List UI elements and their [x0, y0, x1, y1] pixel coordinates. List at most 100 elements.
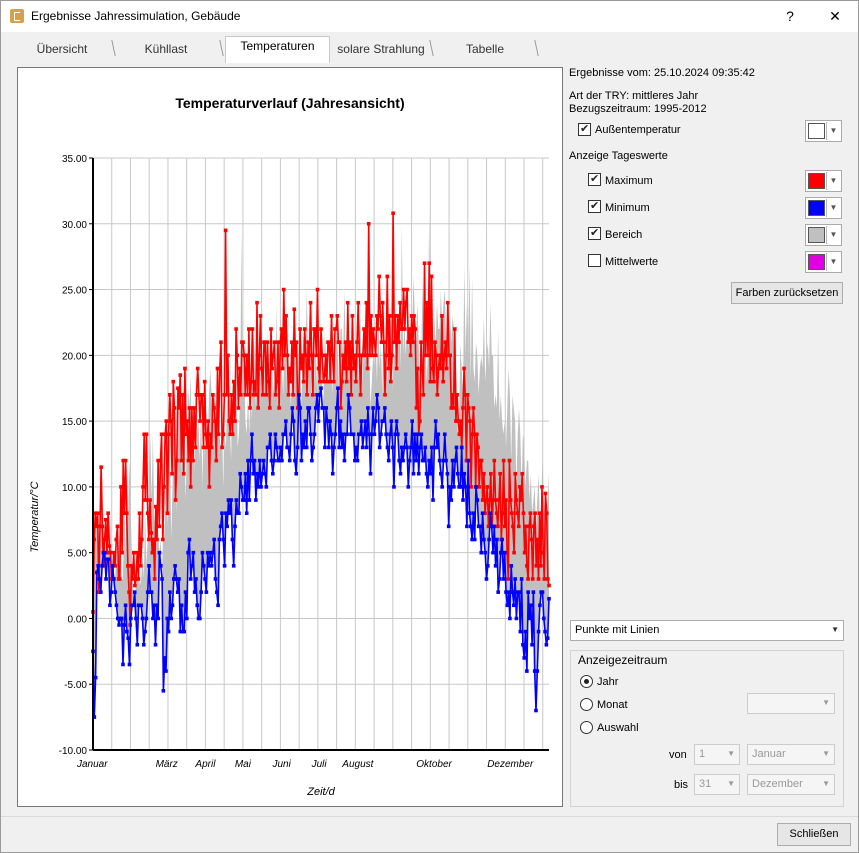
data-point-maximum: [528, 511, 533, 515]
data-point-maximum: [130, 577, 135, 581]
minimum-color-picker[interactable]: ▼: [805, 197, 842, 219]
data-point-minimum: [106, 557, 111, 562]
data-point-minimum: [544, 642, 549, 647]
help-button[interactable]: ?: [786, 8, 794, 24]
data-point-minimum: [242, 498, 246, 502]
mean-values-label: Mittelwerte: [605, 256, 659, 268]
selection-radio[interactable]: [580, 721, 593, 734]
data-point-maximum: [284, 314, 288, 318]
data-point-minimum: [254, 498, 258, 502]
data-point-maximum: [500, 511, 505, 515]
maximum-color-picker[interactable]: ▼: [805, 170, 842, 192]
range-checkbox[interactable]: [588, 226, 601, 240]
data-point-minimum: [321, 406, 326, 410]
data-point-maximum: [114, 537, 119, 542]
data-point-minimum: [504, 590, 508, 594]
data-point-maximum: [444, 366, 449, 371]
tab-temperaturen[interactable]: Temperaturen: [225, 36, 330, 63]
data-point-maximum: [152, 577, 157, 581]
data-point-maximum: [165, 511, 170, 515]
tab-uebersicht[interactable]: Übersicht: [36, 42, 88, 56]
from-label: von: [669, 749, 687, 761]
to-day-select[interactable]: 31 ▼: [694, 774, 740, 795]
mean-values-checkbox[interactable]: [588, 254, 601, 267]
data-point-maximum: [99, 465, 103, 469]
data-point-maximum: [248, 406, 252, 410]
data-point-maximum: [268, 406, 272, 410]
data-point-minimum: [445, 471, 450, 476]
tab-tabelle[interactable]: Tabelle: [465, 42, 505, 56]
data-point-minimum: [360, 445, 365, 450]
data-point-maximum: [533, 511, 537, 515]
month-select[interactable]: ▼: [747, 693, 835, 714]
data-point-minimum: [250, 432, 254, 437]
data-point-minimum: [431, 498, 435, 502]
data-point-minimum: [234, 498, 239, 502]
data-point-maximum: [408, 353, 413, 358]
data-point-maximum: [409, 314, 414, 318]
data-point-maximum: [147, 537, 151, 542]
data-point-minimum: [230, 537, 235, 542]
mean-values-color-picker[interactable]: ▼: [805, 251, 842, 273]
data-point-minimum: [347, 406, 352, 410]
year-radio[interactable]: [580, 675, 593, 688]
data-point-minimum: [212, 537, 216, 542]
data-point-minimum: [471, 511, 476, 515]
data-point-minimum: [492, 524, 497, 529]
maximum-checkbox[interactable]: [588, 172, 601, 186]
data-point-maximum: [319, 327, 323, 331]
data-point-maximum: [224, 393, 229, 397]
data-point-maximum: [169, 419, 173, 423]
data-point-minimum: [371, 406, 375, 410]
data-point-maximum: [505, 550, 509, 555]
data-point-minimum: [323, 445, 327, 450]
chevron-down-icon: ▼: [831, 625, 839, 634]
data-point-maximum: [484, 498, 488, 502]
outdoor-color-picker[interactable]: ▼: [805, 120, 842, 142]
from-month-select[interactable]: Januar ▼: [747, 744, 835, 765]
reset-colors-button[interactable]: Farben zurücksetzen: [731, 282, 843, 304]
data-point-minimum: [178, 629, 183, 634]
data-point-minimum: [402, 445, 407, 450]
data-point-minimum: [199, 590, 203, 594]
data-point-minimum: [513, 577, 517, 581]
data-point-minimum: [213, 577, 218, 581]
range-color-swatch: [808, 227, 825, 243]
data-point-minimum: [466, 458, 471, 463]
data-point-maximum: [498, 471, 502, 476]
data-point-minimum: [188, 577, 193, 581]
data-point-maximum: [365, 366, 370, 371]
data-point-maximum: [231, 379, 236, 384]
data-point-minimum: [273, 432, 278, 437]
minimum-checkbox[interactable]: [588, 199, 601, 213]
data-point-maximum: [456, 419, 461, 423]
from-day-select[interactable]: 1 ▼: [694, 744, 740, 765]
month-radio[interactable]: [580, 698, 593, 711]
data-point-minimum: [426, 485, 430, 489]
data-point-maximum: [364, 300, 369, 305]
data-point-minimum: [498, 550, 503, 555]
data-point-maximum: [266, 379, 271, 384]
data-point-minimum: [429, 445, 434, 450]
data-point-maximum: [537, 511, 542, 515]
data-point-maximum: [105, 550, 109, 555]
data-point-minimum: [108, 603, 112, 608]
reference-period: Bezugszeitraum: 1995-2012: [569, 103, 707, 115]
close-window-button[interactable]: ✕: [829, 8, 841, 24]
close-button[interactable]: Schließen: [777, 823, 851, 846]
data-point-maximum: [131, 550, 136, 555]
range-color-picker[interactable]: ▼: [805, 224, 842, 246]
tab-solare-strahlung[interactable]: solare Strahlung: [337, 42, 425, 56]
data-point-minimum: [96, 564, 101, 568]
temperature-chart: Temperaturverlauf (Jahresansicht) 35.003…: [29, 95, 551, 798]
data-point-maximum: [100, 524, 105, 529]
tab-kuehllast[interactable]: Kühllast: [144, 42, 188, 56]
data-point-maximum: [309, 353, 314, 358]
data-point-minimum: [92, 715, 97, 719]
display-mode-select[interactable]: Punkte mit Linien ▼: [570, 620, 844, 641]
to-month-select[interactable]: Dezember ▼: [747, 774, 835, 795]
data-point-minimum: [290, 406, 295, 410]
outdoor-temperature-checkbox[interactable]: [578, 122, 591, 136]
data-point-minimum: [381, 419, 386, 423]
data-point-minimum: [427, 458, 431, 463]
